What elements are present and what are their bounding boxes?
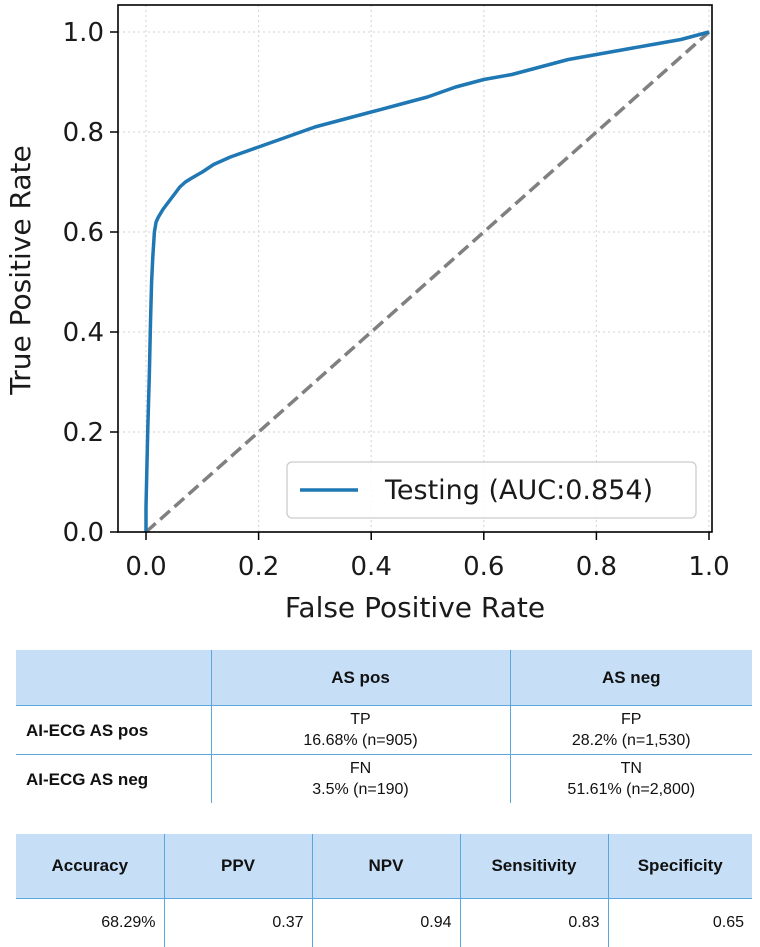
roc-chart: 0.0 0.2 0.4 0.6 0.8 1.0 0.0 0.2 0.4 0.6 0.8 1.0 Fal… [0,0,760,640]
cm-header-as-neg: AS neg [510,650,752,706]
cm-header-corner [16,650,211,706]
cm-row-label-ai-ecg-neg: AI-ECG AS neg [16,755,211,804]
roc-curve-testing [146,32,709,532]
cm-cell-fn-value: 3.5% (n=190) [213,779,509,800]
metric-value-ppv: 0.37 [164,899,312,947]
y-tick-label: 0.4 [63,318,104,348]
cm-header-as-pos: AS pos [211,650,510,706]
cm-cell-fn: FN 3.5% (n=190) [211,755,510,804]
cm-cell-tp-code: TP [213,709,509,730]
plot-frame [118,5,712,532]
metric-header-specificity: Specificity [608,834,752,899]
x-axis-title: False Positive Rate [285,591,545,624]
x-tick-label: 0.4 [351,552,392,582]
confusion-matrix-table: AS pos AS neg AI-ECG AS pos TP 16.68% (n… [16,650,752,803]
y-axis-title: True Positive Rate [4,145,37,395]
chance-diagonal-line [146,32,709,532]
cm-row-label-ai-ecg-pos: AI-ECG AS pos [16,706,211,755]
x-tick-label: 0.8 [576,552,617,582]
y-tick-label: 1.0 [63,18,104,48]
y-tick-label: 0.8 [63,118,104,148]
metric-header-accuracy: Accuracy [16,834,164,899]
x-tick-label: 0.2 [238,552,279,582]
y-tick-label: 0.2 [63,418,104,448]
metric-header-ppv: PPV [164,834,312,899]
metric-value-specificity: 0.65 [608,899,752,947]
x-tick-label: 0.0 [125,552,166,582]
legend: Testing (AUC:0.854) [287,462,696,518]
cm-cell-tp-value: 16.68% (n=905) [213,730,509,751]
y-tick-label: 0.0 [63,518,104,548]
cm-cell-fp-code: FP [512,709,752,730]
cm-cell-fn-code: FN [213,758,509,779]
metric-value-sensitivity: 0.83 [460,899,608,947]
x-tick-label: 0.6 [463,552,504,582]
cm-cell-tn-value: 51.61% (n=2,800) [512,779,752,800]
cm-cell-tn: TN 51.61% (n=2,800) [510,755,752,804]
series-layer [146,32,709,532]
metrics-table: Accuracy PPV NPV Sensitivity Specificity… [16,834,752,947]
cm-cell-fp: FP 28.2% (n=1,530) [510,706,752,755]
x-tick-label: 1.0 [688,552,729,582]
legend-label: Testing (AUC:0.854) [384,475,653,506]
grid-lines [118,5,712,532]
y-tick-label: 0.6 [63,218,104,248]
cm-cell-tp: TP 16.68% (n=905) [211,706,510,755]
cm-cell-tn-code: TN [512,758,752,779]
cm-cell-fp-value: 28.2% (n=1,530) [512,730,752,751]
metric-value-accuracy: 68.29% [16,899,164,947]
metric-header-sensitivity: Sensitivity [460,834,608,899]
metric-value-npv: 0.94 [312,899,460,947]
metric-header-npv: NPV [312,834,460,899]
